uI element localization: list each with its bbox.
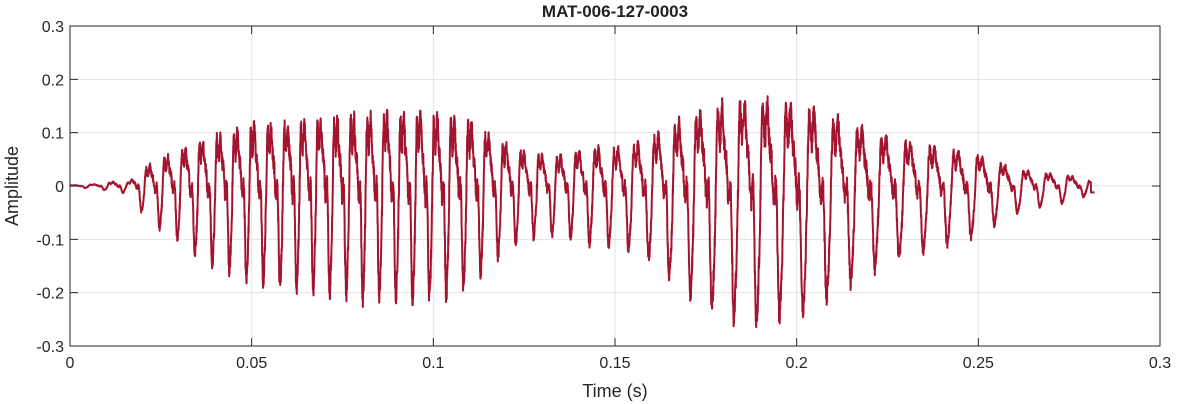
y-axis-label: Amplitude bbox=[2, 146, 22, 226]
x-tick-label: 0.3 bbox=[1149, 355, 1171, 372]
x-tick-label: 0.05 bbox=[236, 355, 267, 372]
y-tick-label: 0.1 bbox=[42, 126, 64, 143]
y-tick-label: 0 bbox=[55, 179, 64, 196]
y-tick-label: -0.2 bbox=[36, 286, 64, 303]
x-tick-label: 0.1 bbox=[422, 355, 444, 372]
chart-title: MAT-006-127-0003 bbox=[542, 2, 688, 21]
x-tick-label: 0.2 bbox=[786, 355, 808, 372]
x-tick-label: 0 bbox=[66, 355, 75, 372]
y-tick-label: 0.2 bbox=[42, 72, 64, 89]
y-tick-label: 0.3 bbox=[42, 19, 64, 36]
x-axis-label: Time (s) bbox=[582, 381, 647, 401]
signal-line bbox=[69, 95, 1096, 329]
ticks: 0 0.05 0.1 0.15 0.2 0.25 0.3 -0.3 -0.2 -0.1 0 0.1 0.… bbox=[36, 19, 1171, 372]
plot-area bbox=[69, 95, 1096, 329]
grid bbox=[69, 25, 1161, 347]
y-tick-label: -0.1 bbox=[36, 232, 64, 249]
y-tick-label: -0.3 bbox=[36, 339, 64, 356]
x-tick-label: 0.25 bbox=[963, 355, 994, 372]
x-tick-label: 0.15 bbox=[599, 355, 630, 372]
